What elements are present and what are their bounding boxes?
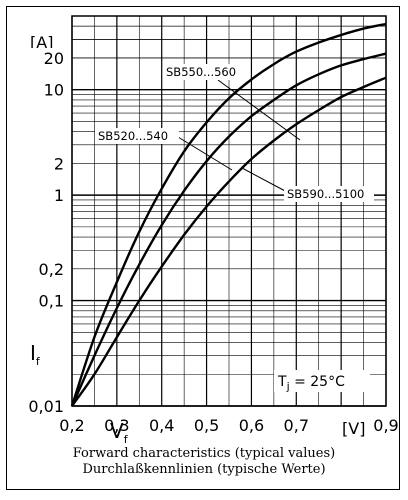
y-tick-label: 0,1	[39, 292, 64, 311]
chart-caption: Forward characteristics (typical values)…	[0, 446, 408, 478]
series-sb550-560-line	[70, 22, 387, 407]
y-tick-bg	[14, 47, 66, 67]
series-sb520-540-label-bg	[95, 128, 179, 144]
series-sb550-560-label: SB550...560	[166, 65, 236, 79]
series-sb520-540-line	[70, 52, 387, 407]
x-tick-label: 0,4	[149, 416, 174, 435]
series-sb550-560-leader	[217, 79, 301, 141]
caption-english: Forward characteristics (typical values)	[72, 446, 336, 461]
series-sb590-5100-label-bg	[284, 186, 374, 202]
y-tick-bg	[14, 79, 66, 99]
series-sb520-540-label: SB520...540	[98, 129, 168, 143]
caption-german: Durchlaßkennlinien (typische Werte)	[82, 462, 326, 477]
x-tick-label: 0,7	[284, 416, 309, 435]
y-tick-label: 20	[44, 49, 64, 68]
y-axis-symbol: If	[30, 341, 41, 368]
x-axis-symbol: Vf	[110, 419, 129, 446]
svg-text:Tj = 25°C: Tj = 25°C	[277, 374, 345, 393]
x-tick-label: 0,2	[59, 416, 84, 435]
y-tick-label: 0,2	[39, 260, 64, 279]
series-sb550-560-label-bg	[163, 64, 247, 80]
y-tick-bg	[14, 290, 66, 310]
x-unit-label: [V]	[342, 419, 365, 438]
label-leaders: SB550...560 SB520...540 SB590...5100	[95, 64, 374, 202]
temperature-annotation: Tj = 25°C	[274, 370, 370, 393]
series-sb590-5100-label: SB590...5100	[287, 187, 364, 201]
y-tick-bg	[14, 185, 66, 205]
y-tick-label: 10	[44, 81, 64, 100]
y-tick-label: 1	[54, 186, 64, 205]
x-tick-label: 0,6	[239, 416, 264, 435]
y-tick-label: 0,01	[28, 397, 64, 416]
y-tick-bg	[14, 396, 66, 415]
x-tick-label: 0,3	[104, 416, 129, 435]
x-tick-label: 0,9	[373, 416, 398, 435]
series-sb590-5100-line	[71, 76, 387, 407]
series-sb520-540-leader	[177, 136, 233, 171]
series-lines	[70, 22, 387, 407]
chart-text: [A] [V] Vf If Tj = 25°C 0,01 0,1 0,2 1 2 10 20…	[14, 33, 399, 446]
y-tick-bg	[14, 258, 66, 278]
y-tick-bg	[14, 153, 66, 173]
x-tick-label: 0,5	[194, 416, 219, 435]
y-tick-label: 2	[54, 154, 64, 173]
y-unit-label: [A]	[30, 33, 53, 52]
plot-border	[71, 15, 387, 407]
series-sb590-5100-leader	[241, 167, 288, 193]
